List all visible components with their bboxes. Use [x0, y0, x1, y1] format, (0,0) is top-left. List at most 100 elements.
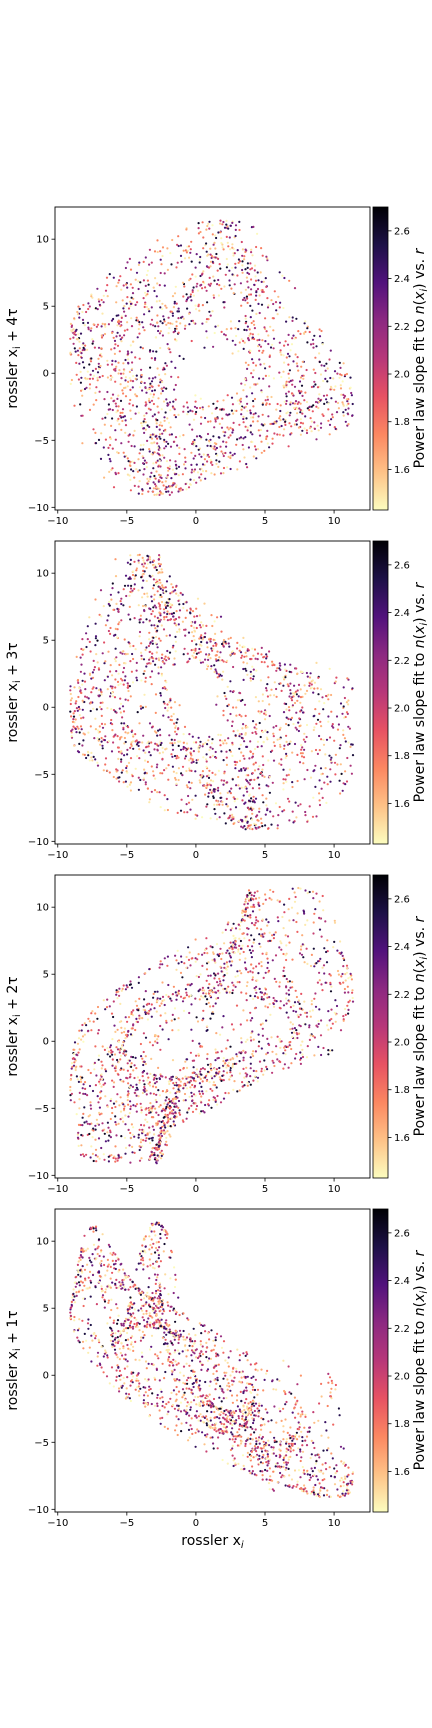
- data-point: [208, 638, 211, 641]
- data-point: [338, 376, 341, 379]
- data-point: [230, 724, 234, 728]
- data-point: [264, 813, 267, 816]
- data-point: [206, 336, 209, 339]
- data-point: [106, 1053, 109, 1056]
- data-point: [165, 1115, 168, 1118]
- data-point: [138, 630, 142, 634]
- data-point: [348, 999, 351, 1002]
- data-point: [328, 433, 331, 436]
- data-point: [343, 394, 346, 398]
- data-point: [244, 801, 247, 804]
- data-point: [132, 657, 135, 661]
- data-point: [252, 455, 255, 458]
- data-point: [213, 1075, 216, 1078]
- y-axis-label: rossler xi + 3τ: [5, 642, 23, 742]
- data-point: [165, 659, 168, 662]
- data-point: [241, 1081, 244, 1084]
- data-point: [319, 426, 323, 429]
- data-point: [342, 1019, 345, 1022]
- data-point: [126, 682, 129, 685]
- data-point: [317, 693, 320, 696]
- data-point: [349, 764, 352, 767]
- data-point: [282, 778, 285, 781]
- data-point: [242, 678, 245, 682]
- data-point: [181, 774, 184, 777]
- data-point: [320, 738, 323, 741]
- data-point: [263, 362, 266, 365]
- data-point: [158, 373, 161, 376]
- data-point: [271, 1071, 274, 1074]
- data-point: [75, 700, 78, 703]
- data-point: [184, 616, 187, 620]
- data-point: [339, 702, 343, 705]
- data-point: [256, 448, 260, 451]
- data-point: [110, 750, 114, 753]
- data-point: [143, 998, 146, 1001]
- data-point: [106, 619, 109, 622]
- data-point: [306, 327, 309, 330]
- data-point: [156, 629, 159, 632]
- data-point: [241, 654, 244, 657]
- data-point: [135, 1017, 138, 1021]
- data-point: [95, 1074, 98, 1077]
- data-point: [301, 374, 304, 377]
- data-point: [167, 764, 170, 767]
- data-point: [234, 327, 237, 330]
- data-point: [290, 1031, 294, 1034]
- data-point: [131, 292, 135, 295]
- data-point: [142, 621, 145, 624]
- data-point: [214, 961, 217, 964]
- data-point: [320, 935, 323, 938]
- data-point: [173, 622, 176, 625]
- data-point: [195, 1054, 198, 1057]
- data-point: [191, 735, 194, 738]
- data-point: [319, 767, 323, 770]
- data-point: [123, 722, 126, 725]
- data-point: [293, 1001, 297, 1004]
- data-point: [142, 1063, 145, 1067]
- data-point: [301, 752, 304, 755]
- data-point: [137, 458, 140, 461]
- data-point: [313, 380, 316, 383]
- data-point: [249, 1036, 252, 1039]
- data-point: [242, 754, 245, 758]
- data-point: [81, 638, 84, 641]
- data-point: [132, 470, 135, 473]
- y-axis-label-subscript: i: [12, 680, 23, 683]
- data-point: [248, 272, 251, 276]
- data-point: [222, 641, 225, 644]
- data-point: [236, 699, 239, 702]
- data-point: [152, 770, 155, 773]
- data-point: [236, 647, 239, 650]
- data-point: [267, 921, 270, 924]
- data-point: [156, 442, 159, 445]
- data-point: [148, 751, 151, 754]
- data-point: [98, 725, 101, 728]
- data-point: [148, 450, 151, 453]
- data-point: [109, 437, 112, 440]
- data-point: [75, 655, 78, 659]
- data-point: [261, 339, 264, 342]
- data-point: [266, 665, 269, 668]
- data-point: [141, 556, 144, 560]
- data-point: [221, 246, 224, 249]
- data-point: [300, 744, 303, 747]
- data-point: [124, 379, 127, 382]
- data-point: [149, 754, 152, 757]
- data-point: [297, 1032, 301, 1035]
- data-point: [152, 636, 155, 639]
- data-point: [262, 976, 265, 980]
- data-point: [246, 1081, 249, 1084]
- data-point: [181, 1077, 184, 1080]
- data-point: [231, 352, 234, 355]
- data-point: [100, 693, 103, 696]
- data-point: [88, 1020, 91, 1023]
- data-point: [114, 733, 117, 736]
- data-point: [249, 657, 252, 661]
- data-point: [165, 490, 168, 493]
- data-point: [167, 321, 170, 325]
- data-point: [219, 947, 222, 950]
- data-point: [299, 418, 302, 421]
- data-point: [150, 612, 153, 616]
- data-point: [221, 243, 224, 246]
